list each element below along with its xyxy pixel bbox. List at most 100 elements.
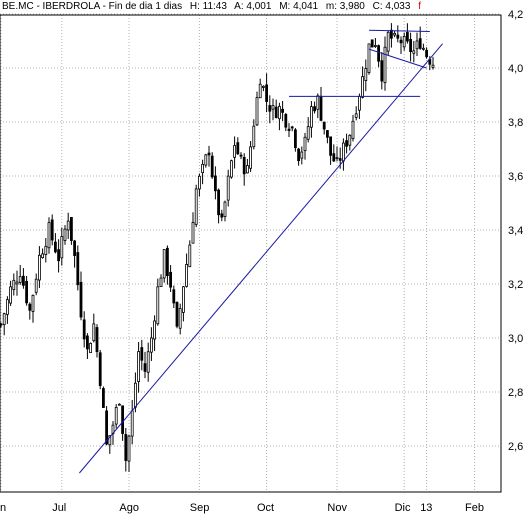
x-axis-labels: n Jul Ago Sep Oct Nov Dic 13 Feb [0,502,484,514]
candle-body [367,43,371,73]
y-tick-label: 2,6 [508,441,523,453]
candle-body [194,188,198,225]
header-high: H: 11:43 [190,1,227,12]
candle-body [226,175,230,201]
candle-body [242,157,246,175]
candle-body [79,281,83,318]
x-tick-label: Feb [465,502,484,514]
candle-body [133,382,137,408]
candle-body [309,106,313,128]
candle-body [300,151,304,159]
candle-body [12,279,16,291]
candle-body [18,276,22,283]
candle-body [364,68,368,81]
candle-body [261,85,265,88]
candle-body [108,435,112,446]
candle-body [306,126,310,140]
candle-body [169,271,173,288]
candle-body [98,352,102,386]
candle-body [127,435,131,462]
y-tick-label: 3,4 [508,225,523,237]
candle-body [6,299,9,315]
x-tick-label: Sep [190,502,210,514]
candle-body [165,247,169,277]
candle-body [245,165,249,174]
candle-body [105,410,108,445]
chart-header: BE.MC - IBERDROLA - Fin de dia 1 dias H:… [2,1,421,12]
candle-body [361,76,365,98]
candle-body [255,97,259,126]
candle-body [143,363,147,372]
candle-body [277,105,281,120]
candle-body [338,158,342,161]
candle-body [213,175,217,192]
candle-body [354,113,358,118]
header-close: C: 4,033 [373,1,411,12]
y-tick-label: 2,8 [508,387,523,399]
candle-body [41,253,44,258]
header-symbol: BE.MC - IBERDROLA - Fin de dia 1 dias [2,1,182,12]
header-max: M: 4,041 [279,1,318,12]
candle-body [149,337,153,353]
y-tick-label: 3,6 [508,171,523,183]
candle-body [281,108,285,113]
candle-body [418,38,422,49]
y-tick-label: 4,2 [508,9,523,21]
candle-body [60,236,64,259]
candle-body [89,342,92,354]
candle-body [303,136,307,152]
candle-body [389,29,393,39]
candle-body [38,254,41,281]
candle-body [82,319,86,340]
candle-body [316,95,320,110]
y-tick-label: 3,0 [508,333,523,345]
candle-body [162,249,166,279]
candle-body [415,40,419,50]
candle-body [86,335,89,350]
header-open: A: 4,001 [234,1,272,12]
candle-body [293,129,297,149]
candle-body [191,222,195,244]
candle-body [92,323,96,342]
trend-line-channel-bottom [368,48,427,69]
candle-body [335,157,339,160]
candle-body [28,303,32,311]
candle-body [175,301,179,327]
candle-body [409,39,413,53]
candle-body [102,388,105,408]
candle-body [325,130,329,138]
candle-body [223,201,227,217]
candle-body [140,347,144,361]
candle-body [47,222,51,249]
header-flag: f [418,1,421,12]
candle-body [421,47,425,50]
candle-body [0,323,3,326]
trend-lines [79,29,443,474]
candle-body [396,34,400,39]
candle-body [233,145,237,158]
candle-body [57,249,60,262]
candle-body [345,140,349,147]
candle-body [159,277,163,288]
candle-body [207,152,211,156]
candle-body [399,39,403,44]
candle-body [130,410,134,437]
candle-body [249,146,253,169]
candle-body [357,96,361,111]
candle-body [54,241,57,253]
candle-body [121,405,124,434]
trend-line-support [79,43,443,474]
candle-body [393,33,397,36]
candle-body [287,128,291,131]
candle-body [322,121,326,130]
candle-body [258,83,262,99]
candle-body [236,142,240,155]
x-tick-label: 13 [420,502,432,514]
candlestick-series [0,23,435,473]
y-tick-label: 3,2 [508,279,523,291]
candle-body [137,351,141,382]
trend-line-channel-top [368,29,430,33]
candle-body [25,280,29,304]
x-tick-label: Dic [395,502,411,514]
